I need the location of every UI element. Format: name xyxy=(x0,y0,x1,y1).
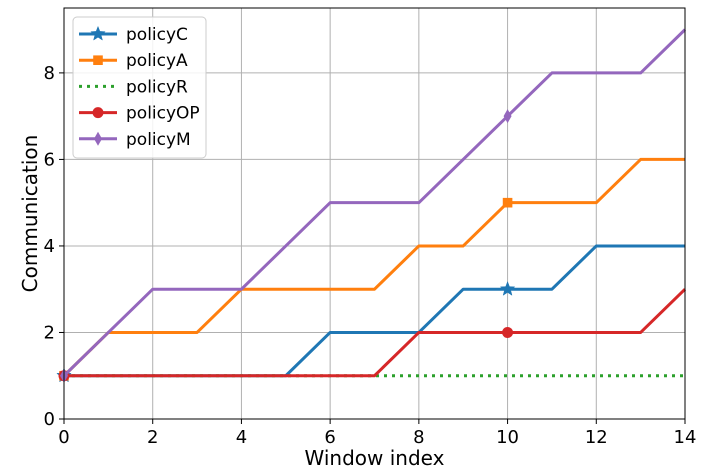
legend-label: policyA xyxy=(126,51,188,71)
legend-label: policyOP xyxy=(126,104,200,124)
y-axis-label: Communication xyxy=(18,135,42,293)
star-marker xyxy=(499,281,516,296)
y-tick-label: 6 xyxy=(44,149,55,170)
legend-item-policyOP: policyOP xyxy=(79,104,200,124)
series-line-policyC xyxy=(64,244,685,378)
diamond-marker xyxy=(94,131,102,146)
x-tick-label: 14 xyxy=(674,427,697,448)
circle-marker xyxy=(92,107,104,119)
x-tick-label: 2 xyxy=(147,427,158,448)
x-tick-label: 10 xyxy=(496,427,519,448)
series-policyC xyxy=(56,244,685,383)
legend-label: policyR xyxy=(126,77,188,97)
plot-frame xyxy=(63,7,686,420)
square-marker xyxy=(502,197,513,208)
legend-label: policyM xyxy=(126,130,191,150)
series-layer xyxy=(56,28,687,383)
star-marker xyxy=(90,25,106,41)
y-tick-label: 8 xyxy=(44,63,55,84)
diamond-marker xyxy=(503,109,512,124)
x-tick-label: 6 xyxy=(324,427,335,448)
legend-item-policyR: policyR xyxy=(79,77,188,97)
series-line-policyA xyxy=(62,157,685,377)
series-policyM xyxy=(60,28,687,383)
y-tick-label: 0 xyxy=(44,409,55,430)
square-marker xyxy=(93,55,103,65)
x-tick-label: 4 xyxy=(236,427,247,448)
x-tick-label: 12 xyxy=(585,427,608,448)
legend: policyC policyA policyR policyOP policyM xyxy=(72,16,207,159)
legend-label: policyC xyxy=(126,25,188,45)
y-axis-ticks: 0 2 4 6 8 xyxy=(44,63,64,430)
legend-item-policyM: policyM xyxy=(79,130,191,150)
series-line-policyOP xyxy=(64,288,687,378)
series-line-policyM xyxy=(62,28,687,377)
x-tick-label: 0 xyxy=(58,427,69,448)
x-axis-label: Window index xyxy=(305,446,445,470)
y-tick-label: 4 xyxy=(44,236,55,257)
legend-box xyxy=(72,16,207,159)
circle-marker xyxy=(502,326,514,338)
x-axis-ticks: 0 2 4 6 8 10 12 14 xyxy=(58,419,696,448)
y-tick-label: 2 xyxy=(44,322,55,343)
legend-item-policyC: policyC xyxy=(79,25,188,45)
legend-item-policyA: policyA xyxy=(79,51,188,71)
x-tick-label: 8 xyxy=(413,427,424,448)
